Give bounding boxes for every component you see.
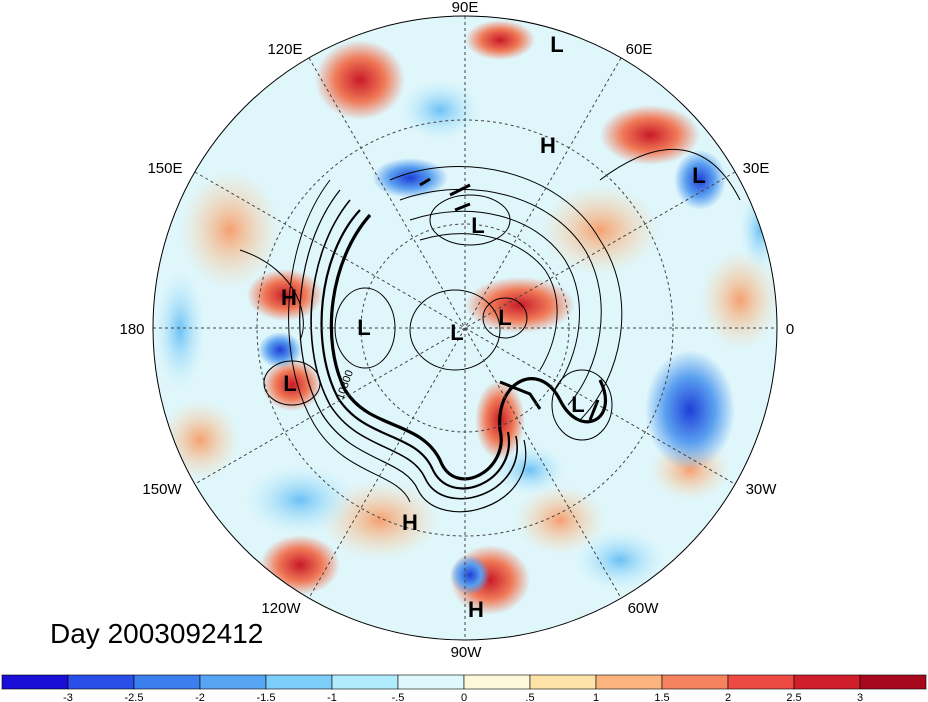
colorbar-segment xyxy=(133,674,201,690)
lon-label: 150E xyxy=(147,160,182,177)
plot-title: Day 2003092412 xyxy=(50,618,264,649)
lon-label: 90W xyxy=(451,644,483,661)
graticule xyxy=(153,16,777,640)
lon-label: 30E xyxy=(743,160,770,177)
colorbar-segment xyxy=(463,674,531,690)
low-center-marker: L xyxy=(471,213,484,238)
lon-label: 180 xyxy=(119,321,144,338)
colorbar-tick-label: .5 xyxy=(525,692,534,702)
colorbar-segment xyxy=(727,674,795,690)
low-center-marker: L xyxy=(571,392,584,417)
lon-label: 30W xyxy=(746,481,778,498)
colorbar-tick-label: -1.5 xyxy=(257,692,276,702)
colorbar-segment xyxy=(265,674,333,690)
low-center-marker: L xyxy=(692,163,705,188)
lon-label: 60E xyxy=(626,41,653,58)
low-center-marker: L xyxy=(450,320,463,345)
colorbar-tick-label: 2 xyxy=(725,692,731,702)
colorbar-tick-label: 1.5 xyxy=(654,692,669,702)
low-center-marker: L xyxy=(357,315,370,340)
colorbar-segment xyxy=(199,674,267,690)
colorbar-segment xyxy=(859,674,927,690)
low-center-marker: L xyxy=(498,305,511,330)
high-center-marker: H xyxy=(468,597,484,622)
colorbar-tick-label: -3 xyxy=(63,692,73,702)
colorbar-tick-label: -.5 xyxy=(392,692,405,702)
colorbar-segment xyxy=(661,674,729,690)
lon-label: 0 xyxy=(786,321,794,338)
colorbar-segment xyxy=(397,674,465,690)
map-border xyxy=(152,15,778,641)
low-center-marker: L xyxy=(550,32,563,57)
lon-label: 150W xyxy=(142,481,182,498)
high-center-marker: H xyxy=(281,285,297,310)
colorbar-tick-label: 1 xyxy=(593,692,599,702)
colorbar: -3 -2.5 -2 -1.5 -1 -.5 0 .5 1 1.5 2 2.5 3 xyxy=(1,674,927,702)
colorbar-segment xyxy=(595,674,663,690)
colorbar-segment xyxy=(331,674,399,690)
colorbar-tick-label: -2.5 xyxy=(125,692,144,702)
colorbar-segment xyxy=(67,674,135,690)
colorbar-tick-label: 3 xyxy=(857,692,863,702)
lon-label: 90E xyxy=(452,0,479,16)
colorbar-tick-label: 2.5 xyxy=(786,692,801,702)
colorbar-segment xyxy=(1,674,69,690)
lon-label: 120W xyxy=(261,600,301,617)
high-center-marker: H xyxy=(402,510,418,535)
lon-label: 60W xyxy=(628,600,660,617)
colorbar-tick-label: -2 xyxy=(195,692,205,702)
high-center-marker: H xyxy=(540,133,556,158)
lon-label: 120E xyxy=(267,41,302,58)
colorbar-tick-label: -1 xyxy=(327,692,337,702)
colorbar-segment xyxy=(793,674,861,690)
colorbar-segment xyxy=(529,674,597,690)
low-center-marker: L xyxy=(283,371,296,396)
colorbar-tick-label: 0 xyxy=(461,692,467,702)
